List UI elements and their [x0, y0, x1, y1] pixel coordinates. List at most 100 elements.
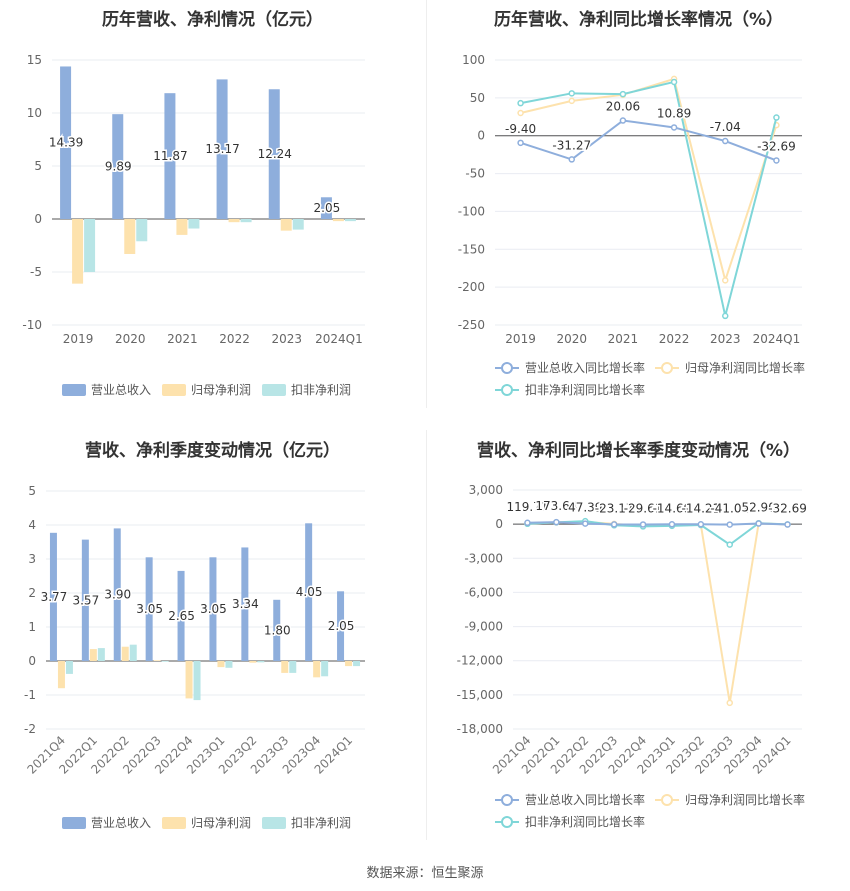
- legend-label: 归母净利润同比增长率: [685, 792, 805, 807]
- data-point: [773, 157, 780, 164]
- chart-title: 历年营收、净利情况（亿元）: [102, 10, 323, 30]
- data-label: 1.80: [264, 623, 291, 637]
- x-tick-label: 2023: [271, 332, 302, 346]
- data-label: -7.04: [710, 120, 741, 134]
- y-tick-label: 15: [27, 53, 42, 67]
- y-tick-label: -18,000: [457, 722, 503, 736]
- bar: [313, 661, 321, 678]
- data-point: [773, 114, 780, 121]
- annual-revenue-profit-chart: 15 10 5 0 -5 -10 2019 2020 2021 2022 2023 2024Q1 14.…: [22, 53, 365, 397]
- bar: [153, 660, 161, 661]
- data-point: [619, 90, 627, 98]
- y-tick-label: 0: [28, 654, 36, 668]
- data-label: 47.39: [568, 501, 602, 515]
- legend-label: 归母净利润同比增长率: [685, 360, 805, 375]
- data-point: [668, 521, 676, 528]
- data-point: [722, 277, 729, 284]
- legend-label: 归母净利润: [191, 383, 251, 397]
- bar: [65, 661, 73, 674]
- bar: [337, 591, 345, 661]
- data-label: 4.05: [296, 585, 323, 599]
- legend-swatch: [62, 817, 86, 829]
- legend-label: 扣非净利润: [291, 816, 351, 830]
- data-label: -29.61: [624, 501, 663, 515]
- legend-label: 营业总收入同比增长率: [525, 792, 645, 807]
- data-point: [517, 109, 524, 117]
- bar: [97, 648, 105, 661]
- data-label: 119.71: [506, 500, 548, 514]
- y-tick-label: -50: [465, 167, 485, 181]
- series-line: [527, 520, 788, 703]
- bar: [257, 661, 265, 663]
- bar: [136, 219, 148, 242]
- series-line: [520, 119, 777, 162]
- bar: [188, 219, 200, 229]
- data-label: 14.39: [49, 136, 83, 150]
- legend-swatch: [62, 384, 86, 396]
- y-tick-label: 3,000: [469, 483, 503, 497]
- y-tick-label: 0: [495, 517, 503, 531]
- y-tick-label: -2: [24, 722, 36, 736]
- data-label: 3.05: [136, 602, 163, 616]
- data-label: 3.90: [104, 588, 131, 602]
- x-tick-label: 2019: [505, 332, 536, 346]
- y-tick-label: -200: [458, 280, 485, 294]
- bar: [112, 114, 124, 219]
- data-point: [610, 521, 618, 528]
- data-point: [568, 156, 575, 163]
- data-point: [784, 521, 791, 528]
- x-tick-label: 2020: [556, 332, 587, 346]
- bar: [60, 66, 72, 219]
- data-label: 3.77: [41, 590, 68, 604]
- bar: [49, 532, 57, 661]
- bar: [164, 93, 176, 219]
- legend-marker: [661, 362, 673, 374]
- legend-label: 营业总收入: [91, 816, 151, 830]
- x-tick-label: 2024Q1: [753, 332, 801, 346]
- annual-revenue-profit-panel: 历年营收、净利情况（亿元） 15 10 5 0 -5 -10 2019 2020 2021 202…: [0, 0, 425, 410]
- data-label: -23.17: [595, 501, 634, 515]
- y-tick-label: 0: [34, 212, 42, 226]
- data-label: 10.89: [657, 106, 691, 120]
- bar: [353, 661, 361, 667]
- bar: [273, 599, 281, 661]
- x-tick-label: 2022: [659, 332, 690, 346]
- x-tick-label: 2020: [115, 332, 146, 346]
- x-tick-label: 2023: [710, 332, 741, 346]
- legend-label: 扣非净利润: [291, 383, 351, 397]
- quarterly-growth-panel: 营收、净利同比增长率季度变动情况（%） 3,000 0 -3,000 -6,000 -9…: [427, 430, 850, 850]
- x-tick-label: 2019: [63, 332, 94, 346]
- y-tick-label: 0: [477, 129, 485, 143]
- data-point: [568, 97, 575, 105]
- data-label: 12.24: [258, 147, 292, 161]
- bar: [89, 649, 97, 661]
- data-label: 20.06: [606, 100, 640, 114]
- y-tick-label: 5: [34, 159, 42, 173]
- data-point: [553, 518, 560, 526]
- data-label: -9.40: [505, 122, 536, 136]
- legend-swatch: [162, 817, 186, 829]
- data-label: 52.90: [741, 501, 775, 515]
- bar: [281, 661, 289, 673]
- data-point: [524, 519, 531, 527]
- bar: [241, 547, 249, 661]
- y-tick-label: 100: [462, 53, 485, 67]
- bar: [332, 219, 344, 222]
- data-label: -31.27: [552, 138, 591, 152]
- data-point: [726, 699, 733, 707]
- legend-swatch: [262, 384, 286, 396]
- data-label: -41.01: [710, 502, 749, 516]
- chart-title: 营收、净利同比增长率季度变动情况（%）: [476, 441, 801, 461]
- legend-label: 扣非净利润同比增长率: [525, 382, 645, 397]
- series-line: [520, 80, 778, 317]
- bar: [305, 523, 313, 661]
- data-point: [755, 520, 762, 527]
- data-point: [670, 124, 678, 131]
- y-tick-label: -250: [458, 318, 485, 332]
- legend-label: 扣非净利润同比增长率: [525, 814, 645, 829]
- data-label: 3.34: [232, 597, 259, 611]
- data-point: [639, 521, 647, 528]
- y-tick-label: 4: [28, 518, 36, 532]
- data-label: -32.69: [757, 139, 796, 153]
- y-tick-label: -6,000: [464, 585, 503, 599]
